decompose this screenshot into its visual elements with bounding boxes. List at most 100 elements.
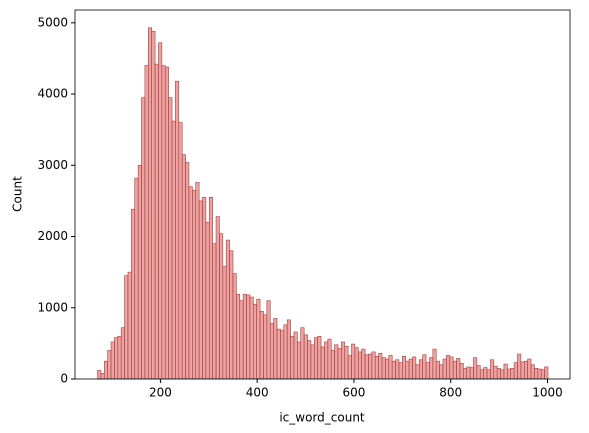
bar [100,373,105,380]
bar [398,362,403,380]
bar [178,122,183,380]
bar [242,293,247,380]
bar [422,354,427,380]
bar [154,63,159,380]
x-tick-label: 800 [439,386,462,400]
bar [236,293,241,380]
bar [459,363,464,380]
bar [378,353,383,380]
bar [151,31,156,380]
bar [530,364,535,380]
bar [347,355,352,380]
bar [523,360,528,380]
bar [185,162,190,380]
bar [334,344,339,380]
bar [402,355,407,380]
bar [358,351,362,380]
bar [476,365,481,380]
bar [466,366,471,380]
bar [500,369,505,380]
bar [456,358,461,380]
bar [249,296,254,380]
bar [131,209,136,380]
bar [266,300,271,380]
bar [513,362,518,380]
bar [425,362,430,380]
bar [374,355,379,380]
bar [239,300,244,380]
bar [137,164,142,380]
bar [219,233,224,380]
bar [148,27,152,380]
bar [222,266,227,380]
bar [391,360,396,380]
bar [368,353,373,380]
bar [483,367,488,380]
bar [479,369,484,380]
bar [181,154,186,380]
bar [540,369,545,380]
bar [310,344,315,380]
bar [341,341,346,380]
bar [381,357,386,380]
bar [313,337,318,380]
bar [388,355,393,380]
bar [259,311,264,380]
bar [293,331,298,380]
bar [164,66,169,380]
bar [344,345,349,380]
bar [175,80,180,380]
bar [192,189,197,380]
bar [297,341,302,380]
bar [97,370,102,380]
bar [412,356,417,380]
bar [110,341,115,380]
bar [307,340,312,380]
bar [290,335,295,380]
y-tick-label: 2000 [37,229,68,243]
bar [330,350,335,380]
bar [439,364,444,380]
bar [141,97,146,380]
bar [442,358,447,380]
x-tick-label: 600 [342,386,365,400]
bar [253,303,257,380]
bar [496,368,501,380]
bar [395,359,400,380]
y-tick-label: 4000 [37,87,68,101]
bar [168,97,173,380]
bar [405,360,410,380]
y-tick-label: 5000 [37,15,68,29]
bar [337,348,342,380]
bar [364,354,369,380]
bar [107,350,112,380]
bar [208,197,213,380]
bar [158,42,163,380]
bar [320,346,325,380]
bar [493,365,498,380]
bar [415,364,420,380]
bar [215,216,220,380]
bar [520,361,525,380]
bar [432,348,437,380]
bar [232,273,237,380]
bar [463,368,467,380]
bar [246,294,251,380]
bar [473,357,478,380]
bar [269,323,274,380]
x-tick-label: 200 [149,386,172,400]
bar [198,200,203,380]
bar [534,368,539,380]
y-tick-label: 0 [60,372,68,386]
bar [507,368,512,380]
bar [435,360,440,380]
x-axis-label: ic_word_count [279,411,365,425]
bar [446,355,451,380]
y-tick-label: 1000 [37,300,68,314]
bar [256,298,261,380]
bar [527,358,532,380]
bar [490,359,495,380]
y-tick-label: 3000 [37,158,68,172]
